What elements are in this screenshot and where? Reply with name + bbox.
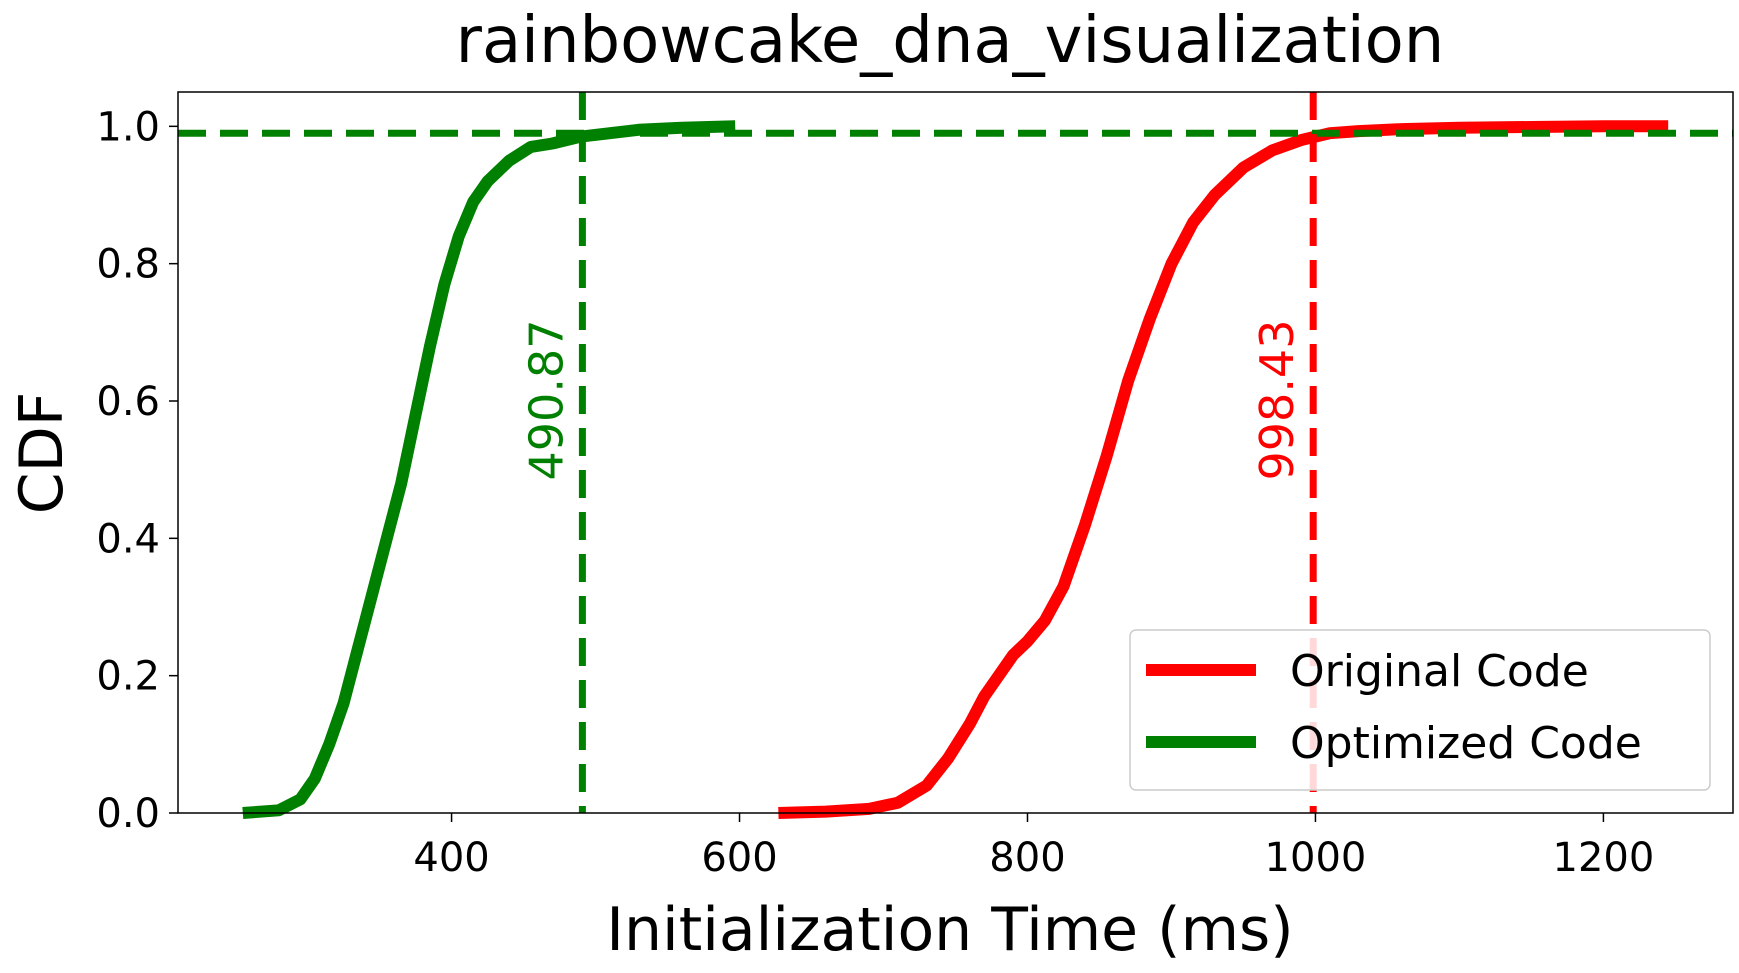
y-tick-label: 0.4 xyxy=(96,516,160,562)
y-tick-label: 0.6 xyxy=(96,379,160,425)
x-tick-label: 1200 xyxy=(1553,835,1655,881)
x-tick-label: 400 xyxy=(413,835,489,881)
plot-frame xyxy=(177,91,1734,814)
y-tick-label: 1.0 xyxy=(96,104,160,150)
legend-label: Original Code xyxy=(1290,646,1589,697)
legend-box xyxy=(1129,629,1711,791)
legend-label: Optimized Code xyxy=(1290,718,1642,769)
y-tick-label: 0.2 xyxy=(96,654,160,700)
plot-area: 490.87 998.43 400 600 800 1000 1200 0.0 0.2 0.4 0.… xyxy=(96,91,1734,881)
x-tick-label: 600 xyxy=(701,835,777,881)
chart-title: rainbowcake_dna_visualization xyxy=(456,4,1445,78)
series-line-optimized-code xyxy=(242,120,736,819)
reference-line-label: 490.87 xyxy=(519,320,573,481)
x-axis-label: Initialization Time (ms) xyxy=(606,895,1293,965)
y-axis-label: CDF xyxy=(7,392,77,515)
x-tick-label: 800 xyxy=(989,835,1065,881)
reference-line-label: 998.43 xyxy=(1250,320,1304,481)
x-tick-label: 1000 xyxy=(1265,835,1367,881)
y-tick-label: 0.0 xyxy=(96,791,160,837)
y-tick-label: 0.8 xyxy=(96,242,160,288)
